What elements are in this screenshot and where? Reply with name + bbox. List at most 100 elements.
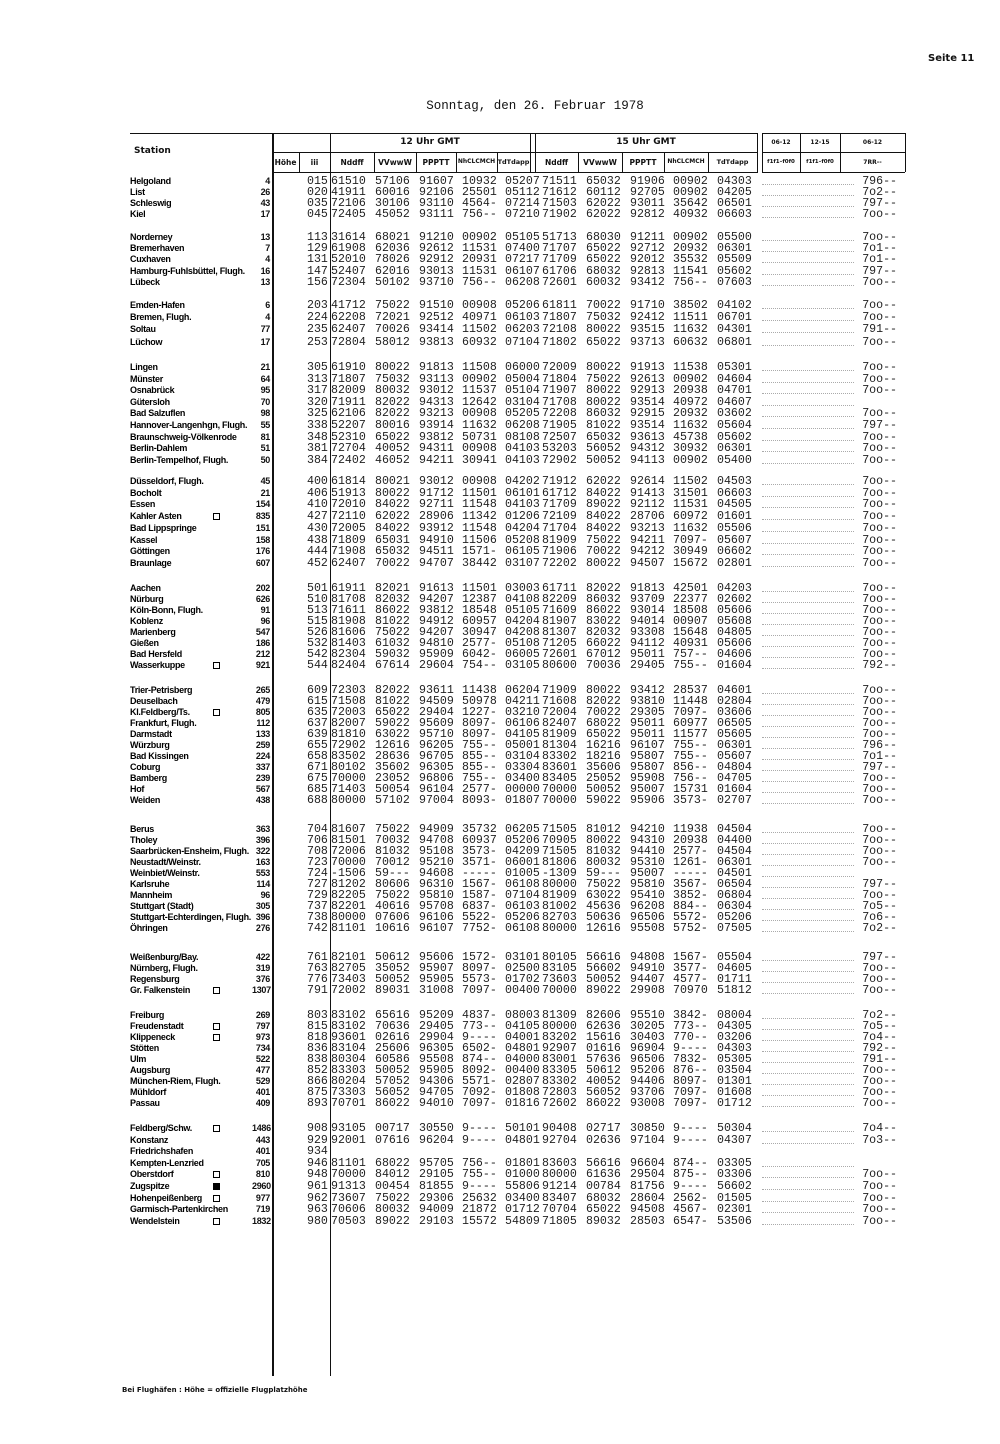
station-name: Marienberg [130, 627, 176, 637]
obs-12-3: 12642 [462, 395, 497, 409]
station-height: 64 [260, 373, 271, 384]
station-height: 13 [260, 276, 271, 287]
obs-12-4: 04801 [505, 1042, 540, 1055]
dotted-leader [762, 428, 854, 429]
obs-12-1: 59032 [375, 648, 410, 661]
obs-12-2: 95606 [419, 951, 454, 964]
obs-15-0: 70000 [542, 984, 577, 997]
obs-15-4: 03206 [717, 1031, 752, 1044]
obs-12-1: 89031 [375, 984, 410, 997]
dotted-leader [762, 240, 854, 241]
station-index: 615 [307, 695, 328, 708]
obs-12-4: 02807 [505, 1075, 540, 1088]
station-index: 438 [307, 533, 328, 547]
dotted-leader [762, 1106, 854, 1107]
station-height: 1486 [252, 1123, 271, 1133]
obs-12-4: 05001 [505, 739, 540, 752]
obs-15-1: 01616 [586, 1042, 621, 1055]
station-height: 305 [255, 901, 270, 911]
obs-12-3: 855-- [462, 750, 497, 763]
obs-15-2: 95908 [630, 772, 665, 785]
obs-15-4: 03602 [717, 407, 752, 421]
station-index: 655 [307, 739, 328, 752]
obs-12-3: 25632 [462, 1191, 497, 1205]
obs-12-3: 60937 [462, 834, 497, 847]
dotted-leader [762, 898, 854, 899]
obs-15-4: 04701 [717, 384, 752, 398]
obs-12-1: 75022 [375, 1191, 410, 1205]
header-hoehe: Höhe [274, 158, 297, 167]
station-name: Bad Salzuflen [130, 408, 186, 419]
obs-12-1: 70032 [375, 834, 410, 847]
obs-12-3: 3571- [462, 856, 497, 869]
obs-12-0: 62208 [331, 311, 366, 325]
station-height: 607 [255, 557, 270, 568]
divider [757, 133, 758, 172]
obs-12-0: 73403 [331, 973, 366, 986]
obs-12-1: 70026 [375, 323, 410, 337]
table-row: Kempten-Lenzried 705 946 81101 68022 95705 756… [0, 1157, 1000, 1169]
table-row: Berlin-Tempelhof, Flugh. 50 384 72402 46052 9… [0, 453, 1000, 467]
obs-15-4: 51812 [717, 984, 752, 997]
obs-15-1: 70022 [586, 299, 621, 312]
obs-15-0: 83601 [542, 761, 577, 774]
precip-code: 7oo-- [862, 510, 897, 524]
obs-12-2: 93710 [419, 275, 454, 289]
obs-15-4: 04504 [717, 845, 752, 858]
obs-12-0: 72110 [331, 510, 366, 524]
dotted-leader [762, 519, 854, 521]
dotted-leader [762, 1212, 854, 1214]
obs-15-2: 30850 [630, 1122, 665, 1135]
obs-12-0: 82205 [331, 889, 366, 902]
obs-12-4: 54809 [505, 1214, 540, 1228]
obs-15-3: 9---- [673, 1180, 708, 1193]
footnote: Bei Flughäfen : Höhe = offizielle Flugpl… [122, 1386, 308, 1394]
obs-12-2: 95708 [419, 900, 454, 913]
dotted-leader [762, 184, 854, 185]
obs-15-0: 72602 [542, 1097, 577, 1110]
obs-12-3: 756-- [462, 275, 497, 289]
station-height: 276 [255, 923, 270, 933]
station-index: 348 [307, 430, 328, 444]
precip-code: 797-- [862, 264, 897, 278]
obs-12-3: 7752- [462, 922, 497, 935]
obs-12-4: 06000 [505, 361, 540, 374]
obs-15-3: 756-- [673, 772, 708, 785]
table-row: Nürnberg, Flugh. 319 763 82705 35052 95907 809… [0, 963, 1000, 975]
obs-15-1: 25052 [586, 772, 621, 785]
divider [800, 133, 801, 172]
obs-15-1: 15616 [586, 1031, 621, 1044]
obs-15-3: 11511 [673, 311, 708, 325]
obs-12-4: 07214 [505, 197, 540, 210]
table-row: Konstanz 443 929 92001 07616 96204 9---- 04801 9… [0, 1134, 1000, 1146]
obs-12-4: 03400 [505, 1191, 540, 1205]
dotted-leader [762, 251, 854, 253]
obs-12-2: 96305 [419, 1042, 454, 1055]
station-name: Darmstadt [130, 729, 172, 739]
obs-12-2: 96107 [419, 922, 454, 935]
station-name: Oberstdorf [130, 1169, 174, 1180]
obs-12-2: 29105 [419, 1168, 454, 1182]
obs-15-4: 06603 [717, 486, 752, 500]
obs-15-2: 94113 [630, 453, 665, 467]
precip-code: 7oo-- [862, 823, 897, 836]
obs-12-3: ----- [462, 867, 497, 880]
station-name: Kassel [130, 534, 158, 545]
station-height: 224 [255, 751, 270, 761]
obs-15-1: 50052 [586, 783, 621, 796]
obs-12-3: 11501 [462, 486, 497, 500]
obs-15-1: 80022 [586, 684, 621, 697]
dotted-leader [762, 887, 854, 888]
obs-12-3: 00908 [462, 407, 497, 421]
station-name: Karlsruhe [130, 879, 170, 889]
obs-12-2: 29103 [419, 1214, 454, 1228]
obs-12-1: 84022 [375, 521, 410, 535]
table-row: Frankfurt, Flugh. 112 637 82007 59022 95609 80… [0, 718, 1000, 730]
obs-12-0: 71911 [331, 395, 366, 409]
obs-15-1: 56052 [586, 1086, 621, 1099]
table-row: Tholey 396 706 81501 70032 94708 60937 05206 709… [0, 834, 1000, 847]
obs-15-0: 70000 [542, 794, 577, 807]
obs-12-1: 75022 [375, 823, 410, 836]
station-index: 962 [307, 1191, 328, 1205]
obs-15-3: 3842- [673, 1009, 708, 1022]
